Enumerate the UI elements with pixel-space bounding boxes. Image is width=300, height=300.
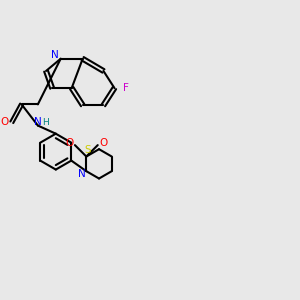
Text: O: O (1, 117, 9, 127)
Text: F: F (123, 83, 129, 93)
Text: N: N (34, 117, 42, 127)
Text: N: N (78, 169, 85, 179)
Text: N: N (51, 50, 59, 61)
Text: S: S (85, 145, 91, 155)
Text: O: O (65, 139, 73, 148)
Text: O: O (100, 139, 108, 148)
Text: H: H (42, 118, 48, 127)
